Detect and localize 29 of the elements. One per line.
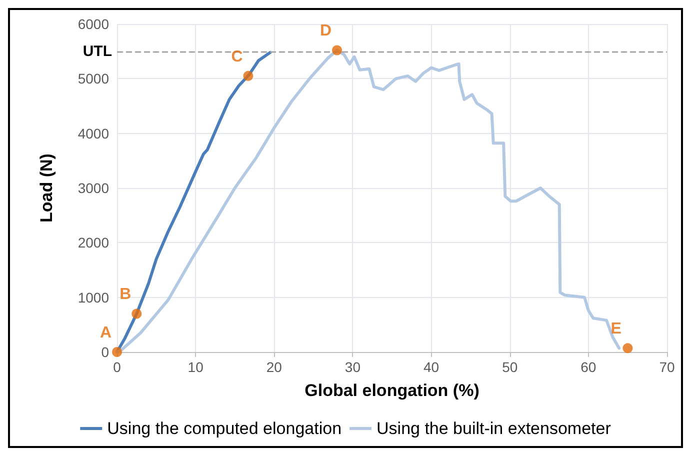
x-axis-title: Global elongation (%) xyxy=(304,381,480,400)
ref-line-label: UTL xyxy=(82,42,112,60)
data-label: C xyxy=(231,48,244,66)
x-tick-label: 60 xyxy=(580,359,596,375)
legend-label: Using the computed elongation xyxy=(107,419,342,438)
x-tick-label: 20 xyxy=(266,359,282,375)
point xyxy=(332,45,342,56)
y-tick-label: 6000 xyxy=(78,16,110,32)
point xyxy=(132,308,142,319)
x-tick-label: 40 xyxy=(423,359,440,375)
data-label: E xyxy=(610,320,622,338)
point xyxy=(243,70,254,81)
point xyxy=(622,343,633,354)
data-label: B xyxy=(120,286,132,304)
y-tick-label: 1000 xyxy=(78,289,110,306)
x-tick-label: 70 xyxy=(659,359,675,375)
y-axis-title: Load (N) xyxy=(37,154,56,222)
data-label: A xyxy=(100,324,112,342)
legend-label: Using the built-in extensometer xyxy=(376,419,612,438)
x-tick-label: 10 xyxy=(188,359,204,375)
y-tick-label: 3000 xyxy=(78,180,110,196)
y-tick-label: 0 xyxy=(101,344,110,360)
data-label: D xyxy=(320,22,332,40)
x-tick-label: 0 xyxy=(113,359,122,375)
y-tick-label: 4000 xyxy=(78,125,110,142)
x-tick-label: 30 xyxy=(344,359,361,375)
x-tick-label: 50 xyxy=(502,359,518,375)
y-tick-label: 5000 xyxy=(78,70,110,87)
y-tick-label: 2000 xyxy=(78,234,110,251)
